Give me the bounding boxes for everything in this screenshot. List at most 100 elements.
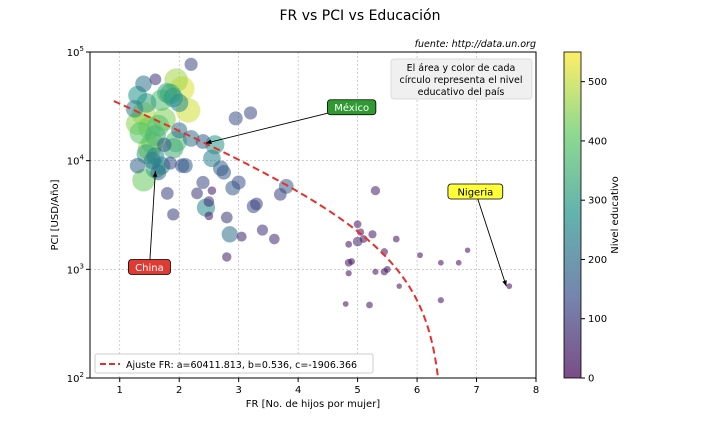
data-point	[236, 231, 247, 242]
annotation-arrow	[474, 191, 507, 287]
annotation-nigeria: Nigeria	[447, 183, 507, 287]
data-point	[506, 283, 513, 290]
data-point	[203, 196, 215, 207]
colorbar-tick-label: 500	[588, 77, 607, 88]
data-point	[356, 228, 365, 236]
data-point	[345, 240, 353, 248]
x-axis: 1 2 3 4 5 6 7 8	[117, 378, 539, 396]
annotation-china: China	[128, 171, 171, 275]
data-point	[149, 73, 162, 86]
x-tick-label: 4	[295, 385, 301, 396]
annotation-label: México	[334, 102, 369, 114]
data-point	[150, 164, 167, 181]
legend-label: Ajuste FR: a=60411.813, b=0.536, c=-1906…	[126, 360, 357, 371]
x-tick-label: 3	[235, 385, 241, 396]
annotation-mxico: México	[205, 99, 377, 145]
data-point	[342, 301, 349, 307]
x-tick-label: 2	[176, 385, 182, 396]
data-point	[455, 259, 462, 266]
annotation-arrowhead	[502, 280, 507, 287]
x-tick-label: 1	[117, 385, 123, 396]
colorbar-tick-label: 200	[588, 255, 607, 266]
colorbar-tick-label: 0	[588, 374, 594, 385]
data-point	[196, 175, 210, 190]
colorbar-tick-label: 400	[588, 136, 607, 147]
annotation-arrowhead	[152, 171, 158, 177]
chart-title: FR vs PCI vs Educación	[280, 8, 441, 24]
data-point	[256, 224, 269, 236]
y-axis: 102 103 104 105	[67, 45, 90, 385]
data-point	[243, 106, 258, 120]
data-point	[195, 134, 211, 149]
plot-frame	[89, 51, 537, 379]
data-point	[220, 211, 233, 224]
data-point	[348, 258, 356, 265]
data-point	[437, 297, 444, 304]
colorbar-ticks: 0 100 200 300 400 500	[581, 77, 607, 385]
data-point	[383, 265, 391, 273]
data-point	[231, 175, 246, 190]
y-tick-label: 102	[67, 371, 84, 385]
y-tick-label: 103	[67, 262, 84, 276]
x-tick-label: 7	[473, 385, 479, 396]
data-point	[125, 100, 144, 118]
x-tick-label: 6	[414, 385, 420, 396]
data-point	[129, 157, 146, 174]
data-points	[125, 57, 513, 309]
fit-curve	[113, 100, 440, 378]
data-point	[216, 165, 232, 180]
data-point	[163, 156, 177, 170]
data-point	[170, 93, 189, 113]
data-point	[392, 235, 400, 243]
data-point	[167, 208, 180, 221]
x-tick-label: 5	[354, 385, 360, 396]
data-point	[228, 111, 243, 126]
data-point	[269, 233, 280, 245]
annotations: México China Nigeria	[128, 99, 507, 287]
data-point	[222, 252, 232, 262]
y-tick-label: 105	[67, 45, 84, 59]
data-point	[207, 186, 217, 195]
data-point	[250, 197, 263, 211]
colorbar-tick-label: 100	[588, 314, 607, 325]
data-point	[221, 226, 238, 243]
annotation-box	[447, 183, 504, 200]
data-point	[157, 137, 172, 152]
x-axis-label: FR [No. de hijos por mujer]	[246, 399, 381, 410]
data-point	[273, 187, 287, 201]
annotation-label: China	[135, 263, 164, 274]
data-point	[345, 270, 352, 277]
annotation-label: Nigeria	[457, 187, 493, 198]
legend: Ajuste FR: a=60411.813, b=0.536, c=-1906…	[94, 353, 374, 374]
data-point	[191, 187, 203, 200]
y-tick-label: 104	[67, 154, 85, 168]
data-point	[204, 211, 214, 221]
annotation-arrow	[149, 171, 156, 268]
annotation-box	[327, 99, 377, 116]
data-point	[396, 283, 402, 289]
data-point	[372, 268, 379, 275]
data-point	[366, 301, 373, 309]
annotation-arrowhead	[205, 139, 212, 145]
annotation-box	[128, 259, 171, 275]
data-point	[368, 230, 377, 239]
data-point	[437, 259, 444, 266]
source-label: fuente: http://data.un.org	[415, 39, 536, 50]
colorbar-label: Nivel educativo	[610, 176, 621, 254]
data-point	[370, 185, 381, 196]
colorbar-tick-label: 300	[588, 196, 607, 207]
data-point	[184, 57, 198, 71]
data-point	[135, 75, 152, 93]
y-axis-label: PCI [USD/Año]	[50, 179, 61, 250]
data-point	[353, 220, 362, 229]
data-point	[417, 252, 423, 259]
data-point	[174, 158, 190, 173]
x-tick-label: 8	[533, 385, 539, 396]
data-point	[464, 247, 471, 253]
note-text: El área y color de cada círculo represent…	[399, 63, 522, 98]
data-point	[160, 187, 174, 200]
note-box: El área y color de cada círculo represent…	[390, 58, 533, 100]
colorbar-gradient	[563, 51, 582, 379]
